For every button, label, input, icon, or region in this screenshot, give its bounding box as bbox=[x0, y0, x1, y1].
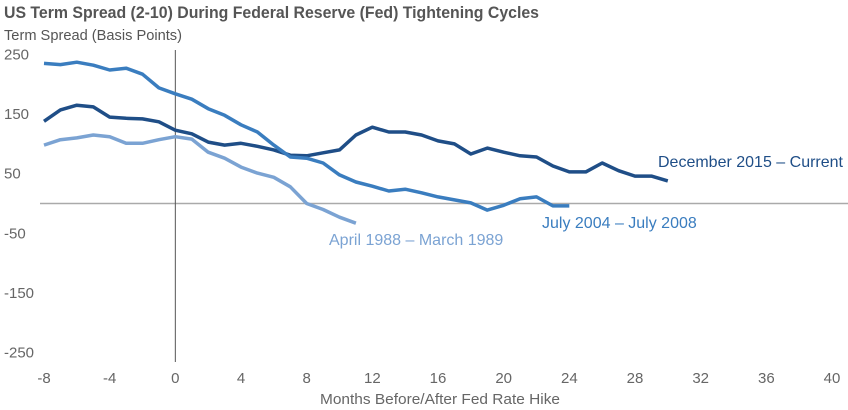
x-tick-label: 24 bbox=[561, 370, 578, 387]
series-label-1: July 2004 – July 2008 bbox=[542, 215, 697, 232]
y-tick-label: -150 bbox=[4, 285, 34, 302]
x-tick-label: -4 bbox=[103, 370, 116, 387]
x-tick-label: 16 bbox=[430, 370, 447, 387]
x-tick-label: -8 bbox=[37, 370, 50, 387]
x-axis-label: Months Before/After Fed Rate Hike bbox=[320, 391, 560, 408]
x-tick-label: 0 bbox=[171, 370, 179, 387]
y-axis-label: Term Spread (Basis Points) bbox=[4, 27, 182, 44]
x-tick-label: 8 bbox=[302, 370, 310, 387]
series-line-0 bbox=[43, 103, 669, 183]
series-label-0: December 2015 – Current bbox=[658, 154, 844, 171]
series-line-2 bbox=[43, 133, 357, 225]
y-tick-label: 50 bbox=[4, 166, 21, 183]
y-tick-label: -250 bbox=[4, 345, 34, 362]
series-label-2: April 1988 – March 1989 bbox=[329, 232, 503, 249]
chart-title: US Term Spread (2-10) During Federal Res… bbox=[4, 3, 539, 22]
x-tick-label: 32 bbox=[692, 370, 709, 387]
y-tick-label: 150 bbox=[4, 106, 29, 123]
y-tick-label: 250 bbox=[4, 47, 29, 64]
x-tick-label: 20 bbox=[495, 370, 512, 387]
y-tick-label: -50 bbox=[4, 225, 26, 242]
series-line-1 bbox=[43, 60, 570, 212]
x-tick-label: 28 bbox=[627, 370, 644, 387]
x-tick-label: 40 bbox=[824, 370, 841, 387]
x-tick-label: 36 bbox=[758, 370, 775, 387]
x-tick-label: 12 bbox=[364, 370, 381, 387]
x-tick-label: 4 bbox=[237, 370, 245, 387]
